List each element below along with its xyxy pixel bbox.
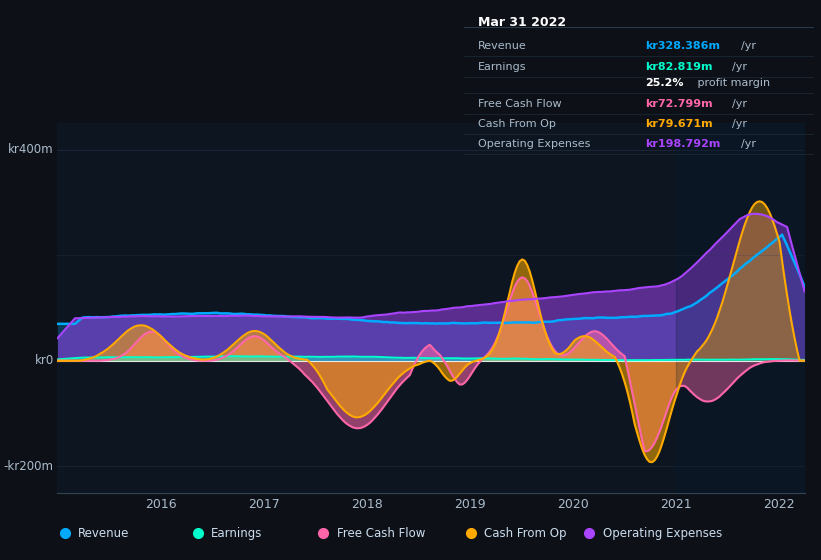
Text: /yr: /yr (741, 41, 756, 50)
Text: kr328.386m: kr328.386m (645, 41, 720, 50)
Text: /yr: /yr (732, 99, 747, 109)
Text: Free Cash Flow: Free Cash Flow (337, 527, 425, 540)
Text: profit margin: profit margin (695, 78, 770, 87)
Text: Free Cash Flow: Free Cash Flow (478, 99, 562, 109)
Text: Earnings: Earnings (211, 527, 263, 540)
Text: Cash From Op: Cash From Op (478, 119, 556, 129)
Text: kr0: kr0 (34, 354, 53, 367)
Text: kr82.819m: kr82.819m (645, 62, 713, 72)
Text: -kr200m: -kr200m (4, 460, 53, 473)
Text: Revenue: Revenue (78, 527, 130, 540)
Text: Earnings: Earnings (478, 62, 526, 72)
Text: 25.2%: 25.2% (645, 78, 684, 87)
Text: kr400m: kr400m (8, 143, 53, 156)
Text: kr72.799m: kr72.799m (645, 99, 713, 109)
Bar (676, 123, 805, 493)
Text: /yr: /yr (741, 139, 756, 149)
Text: /yr: /yr (732, 62, 747, 72)
Text: Operating Expenses: Operating Expenses (478, 139, 590, 149)
Text: Revenue: Revenue (478, 41, 526, 50)
Text: Cash From Op: Cash From Op (484, 527, 566, 540)
Text: kr198.792m: kr198.792m (645, 139, 721, 149)
Text: Operating Expenses: Operating Expenses (603, 527, 722, 540)
Text: /yr: /yr (732, 119, 747, 129)
Text: kr79.671m: kr79.671m (645, 119, 713, 129)
Text: Mar 31 2022: Mar 31 2022 (478, 16, 566, 29)
